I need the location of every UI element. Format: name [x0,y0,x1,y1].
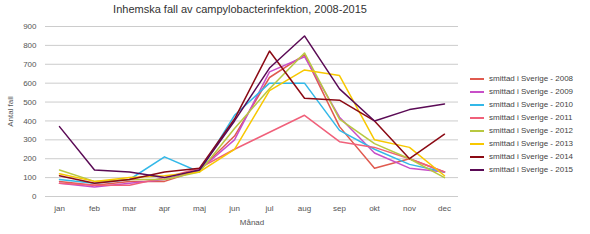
svg-text:aug: aug [298,204,311,213]
svg-text:200: 200 [23,154,37,163]
svg-text:900: 900 [23,22,37,31]
svg-text:700: 700 [23,60,37,69]
svg-text:maj: maj [193,204,206,213]
svg-text:600: 600 [23,79,37,88]
html-text:smittad i Sverige - 2008: smittad i Sverige - 2008 [489,74,573,83]
svg-text:300: 300 [23,135,37,144]
html-text:smittad i Sverige - 2009: smittad i Sverige - 2009 [489,87,573,96]
html-text:smittad i Sverige - 2012: smittad i Sverige - 2012 [489,126,573,135]
svg-text:feb: feb [89,204,101,213]
svg-text:Antal fall: Antal fall [6,96,15,127]
svg-text:800: 800 [23,41,37,50]
html-text:smittad i Sverige - 2014: smittad i Sverige - 2014 [489,152,573,161]
svg-text:okt: okt [369,204,380,213]
svg-text:500: 500 [23,98,37,107]
svg-text:jun: jun [228,204,240,213]
svg-text:jan: jan [53,204,65,213]
html-text:smittad i Sverige - 2010: smittad i Sverige - 2010 [489,100,573,109]
svg-text:Månad: Månad [240,218,264,227]
html-text:smittad i Sverige - 2015: smittad i Sverige - 2015 [489,165,573,174]
svg-text:sep: sep [333,204,346,213]
html-text:smittad i Sverige - 2013: smittad i Sverige - 2013 [489,139,573,148]
svg-text:jul: jul [264,204,273,213]
svg-text:400: 400 [23,117,37,126]
html-text:smittad i Sverige - 2011: smittad i Sverige - 2011 [489,113,573,122]
svg-text:dec: dec [438,204,451,213]
svg-text:mar: mar [123,204,137,213]
svg-text:100: 100 [23,173,37,182]
html-text:Inhemska fall av campylobacter: Inhemska fall av campylobacterinfektion,… [113,3,367,15]
svg-text:0: 0 [32,192,37,201]
svg-text:nov: nov [403,204,416,213]
svg-text:apr: apr [159,204,171,213]
